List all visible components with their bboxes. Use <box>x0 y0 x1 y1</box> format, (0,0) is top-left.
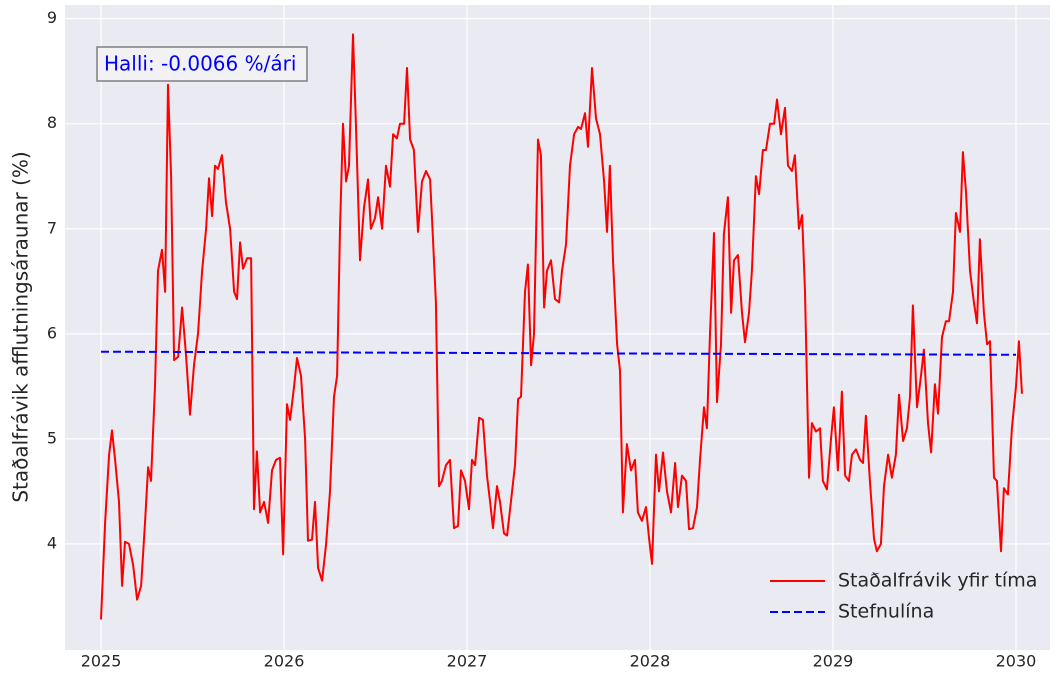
y-tick-label: 4 <box>47 533 57 552</box>
plot-area <box>65 5 1050 650</box>
legend: Staðalfrávik yfir tíma Stefnulína <box>770 570 1037 623</box>
grid <box>65 5 1050 650</box>
y-tick-label: 7 <box>47 218 57 237</box>
x-tick-label: 2026 <box>264 652 305 671</box>
y-tick-label: 5 <box>47 428 57 447</box>
y-axis-label: Staðalfrávik afflutningsáraunar (%) <box>9 151 33 502</box>
y-tick-label: 9 <box>47 8 57 27</box>
lines <box>100 33 1023 620</box>
series-line <box>100 350 1017 356</box>
legend-label: Staðalfrávik yfir tíma <box>838 570 1037 592</box>
x-tick-label: 2025 <box>81 652 122 671</box>
legend-label: Stefnulína <box>838 601 934 623</box>
x-tick-label: 2028 <box>630 652 671 671</box>
y-tick-label: 8 <box>47 113 57 132</box>
x-tick-label: 2029 <box>813 652 854 671</box>
annotation: Halli: -0.0066 %/ári <box>104 52 296 76</box>
series-line <box>100 33 1023 620</box>
annotation-box <box>96 46 308 82</box>
x-tick-label: 2027 <box>447 652 488 671</box>
axes: 2025 2026 2027 2028 2029 2030 4 5 6 7 8 9 <box>47 8 1037 670</box>
y-tick-label: 6 <box>47 323 57 342</box>
x-tick-label: 2030 <box>996 652 1037 671</box>
